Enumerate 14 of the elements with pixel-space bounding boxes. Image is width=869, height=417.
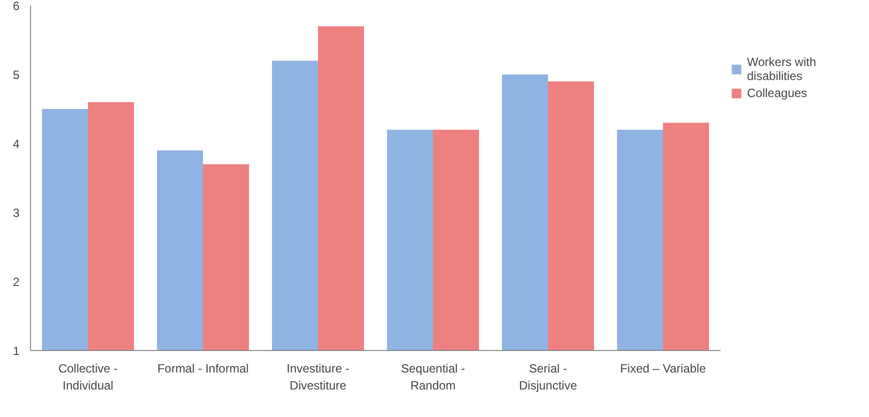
x-tick-label: Serial - Disjunctive	[518, 362, 578, 392]
x-tick-label: Formal - Informal	[157, 362, 249, 376]
x-tick-label: Fixed – Variable	[620, 362, 706, 376]
y-tick-label: 3	[12, 206, 20, 220]
y-tick-label: 4	[12, 137, 20, 151]
legend-label: Colleagues	[747, 86, 808, 100]
x-tick-label: Sequential - Random	[400, 362, 466, 392]
y-tick-label: 1	[12, 344, 20, 358]
x-tick-label: Investiture - Divestiture	[286, 362, 350, 392]
x-tick-label: Collective - Individual	[58, 362, 118, 392]
y-tick-label: 5	[12, 68, 20, 82]
y-tick-label: 6	[12, 0, 20, 13]
y-tick-label: 2	[12, 275, 20, 289]
legend-label: Workers with disabilities	[747, 55, 816, 83]
